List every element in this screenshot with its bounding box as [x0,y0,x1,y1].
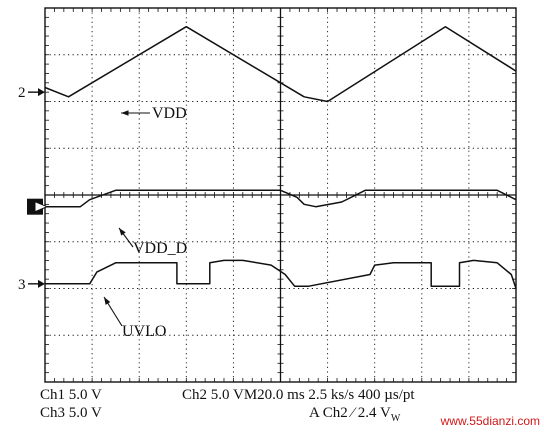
graticule [44,7,517,383]
leader-arrowhead [104,297,111,305]
traces [44,25,517,289]
trace-vdd-d [45,189,517,208]
trigger-value: A Ch2 ⁄ 2.4 V [309,405,391,421]
watermark: www.55dianzi.com [440,414,540,428]
channel-marker-3: 3 [18,277,26,293]
trace-uvlo [45,259,517,289]
trace-vdd [44,25,517,103]
marker-arrow-head [38,279,45,288]
label-vdd: VDD [152,105,187,122]
ch1-scale: Ch1 5.0 V [40,387,102,403]
ch3-scale: Ch3 5.0 V [40,405,102,421]
channel-markers: 23 [18,85,49,293]
ch2-timebase: Ch2 5.0 VM20.0 ms 2.5 ks/s 400 µs/pt [182,387,415,403]
marker-arrow-head [38,88,45,97]
label-vdd-d: VDD_D [133,240,187,257]
leader-arrowhead [119,228,126,236]
trigger-readout: A Ch2 ⁄ 2.4 VW [309,406,400,424]
trigger-unit-sub: W [390,413,401,424]
trace-annotations: VDD VDD_D UVLO [103,105,187,340]
reference-marker-arrow [34,200,49,213]
leader-arrowhead [121,110,129,116]
channel-marker-2: 2 [18,85,26,101]
label-uvlo: UVLO [122,323,166,340]
